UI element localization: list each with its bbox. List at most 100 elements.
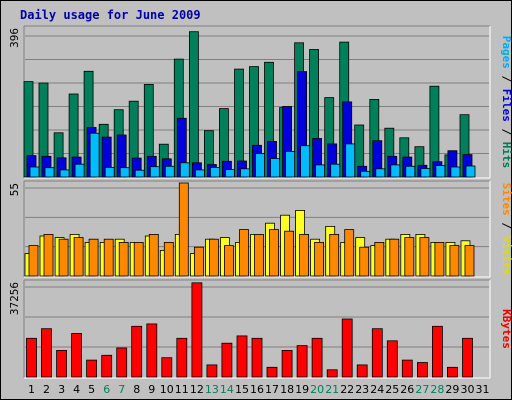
x-tick-label: 10: [160, 383, 174, 396]
bar-sites-day-1: [28, 245, 39, 277]
bar-kbytes-day-16: [251, 337, 263, 378]
bar-sites-day-4: [73, 237, 84, 277]
x-tick-label: 13: [205, 383, 219, 396]
x-tick-label: 16: [250, 383, 264, 396]
side-legend-hits-files-pages: Pages / Files / Hits: [500, 36, 512, 169]
legend-part-2: Visits: [500, 236, 512, 276]
bar-sites-day-18: [284, 230, 295, 277]
bar-sites-day-21: [329, 233, 340, 277]
bar-pages-day-23: [360, 170, 371, 178]
bar-sites-day-25: [389, 238, 400, 277]
bar-pages-day-1: [29, 166, 40, 178]
x-tick-label: 1: [28, 383, 35, 396]
x-tick-label: 26: [400, 383, 414, 396]
x-tick-label: 25: [385, 383, 399, 396]
x-tick-label: 22: [340, 383, 354, 396]
x-tick-label: 12: [190, 383, 204, 396]
x-tick-label: 11: [175, 383, 189, 396]
x-tick-label: 19: [295, 383, 309, 396]
legend-part-1: /: [500, 69, 512, 89]
bar-sites-day-15: [239, 229, 249, 277]
bar-pages-day-12: [194, 169, 205, 178]
bar-kbytes-day-5: [86, 359, 97, 378]
bar-pages-day-9: [149, 166, 160, 178]
bar-kbytes-day-20: [311, 337, 323, 378]
legend-part-1: /: [500, 216, 512, 236]
bar-pages-day-22: [345, 143, 356, 178]
bar-pages-day-17: [270, 158, 280, 178]
bar-kbytes-day-23: [356, 364, 368, 378]
bar-pages-day-11: [179, 162, 190, 178]
bar-pages-day-26: [405, 165, 416, 178]
bar-kbytes-day-19: [296, 345, 308, 378]
bar-pages-day-13: [209, 166, 220, 178]
bar-kbytes-day-30: [462, 337, 473, 378]
bar-kbytes-day-25: [386, 340, 398, 378]
bar-kbytes-day-2: [41, 328, 52, 378]
bar-sites-day-14: [223, 245, 234, 277]
bar-sites-day-11: [178, 182, 189, 277]
bar-kbytes-day-11: [176, 337, 188, 378]
bar-sites-day-2: [43, 233, 54, 277]
bar-kbytes-day-29: [446, 366, 458, 378]
bar-sites-day-24: [374, 241, 385, 277]
x-tick-label: 9: [148, 383, 155, 396]
bar-sites-day-27: [419, 237, 430, 277]
x-tick-label: 27: [415, 383, 429, 396]
chart-title: Daily usage for June 2009: [20, 8, 201, 22]
bar-kbytes-day-22: [341, 318, 353, 378]
bar-hits-day-12: [188, 31, 199, 178]
bar-kbytes-day-14: [221, 342, 233, 378]
legend-part-0: Pages: [500, 36, 512, 69]
bar-pages-day-15: [240, 168, 250, 178]
bar-sites-day-7: [118, 241, 129, 277]
bar-kbytes-day-13: [206, 364, 218, 378]
bar-pages-day-25: [390, 164, 401, 178]
bar-sites-day-9: [148, 233, 159, 277]
bar-pages-day-4: [74, 163, 85, 178]
ymax-label-hits-files-pages: 396: [8, 28, 21, 48]
bar-kbytes-day-4: [71, 333, 82, 378]
bar-pages-day-21: [330, 163, 341, 178]
x-tick-label: 21: [325, 383, 339, 396]
x-tick-label: 17: [265, 383, 279, 396]
bar-sites-day-28: [434, 241, 445, 277]
bar-pages-day-29: [450, 166, 461, 178]
x-tick-label: 30: [461, 383, 475, 396]
bar-kbytes-day-18: [281, 349, 293, 378]
bar-sites-day-5: [88, 238, 99, 277]
bar-kbytes-day-15: [236, 335, 248, 378]
x-tick-label: 5: [88, 383, 95, 396]
x-tick-label: 2: [43, 383, 50, 396]
bar-sites-day-3: [58, 238, 69, 277]
x-tick-label: 8: [133, 383, 140, 396]
x-tick-label: 31: [476, 383, 490, 396]
bar-pages-day-3: [59, 169, 70, 178]
legend-part-3: /: [500, 122, 512, 142]
bar-pages-day-7: [119, 167, 130, 178]
bar-kbytes-day-27: [416, 362, 428, 378]
panel-hits-files-pages: 396 Pages / Files / Hits: [8, 25, 512, 179]
x-tick-label: 6: [103, 383, 110, 396]
bar-kbytes-day-24: [371, 328, 383, 378]
legend-part-2: Files: [500, 89, 512, 122]
bar-pages-day-28: [435, 165, 446, 178]
bar-sites-day-17: [269, 229, 279, 277]
bar-sites-day-29: [449, 245, 460, 277]
x-axis: 1 2 3 4 5 6 7 8 9 10 11 12 13 14 15 16 17 18 19 20 21 22 23 24 2…: [28, 383, 490, 396]
bar-pages-day-20: [315, 164, 326, 178]
bar-sites-day-19: [299, 233, 310, 277]
bar-pages-day-5: [89, 132, 100, 178]
bar-pages-day-6: [104, 166, 115, 178]
x-tick-label: 29: [445, 383, 459, 396]
bar-kbytes-day-12: [191, 282, 203, 378]
bar-kbytes-day-28: [431, 325, 443, 378]
bar-pages-day-24: [375, 168, 386, 178]
bar-pages-day-16: [255, 153, 265, 178]
bar-sites-day-22: [344, 229, 355, 277]
legend-part-0: KBytes: [500, 309, 512, 349]
bar-kbytes-day-10: [161, 357, 173, 378]
panel-visits-sites: 55 Sites / Visits: [8, 180, 512, 278]
x-tick-label: 7: [118, 383, 125, 396]
bar-pages-day-8: [134, 169, 145, 178]
